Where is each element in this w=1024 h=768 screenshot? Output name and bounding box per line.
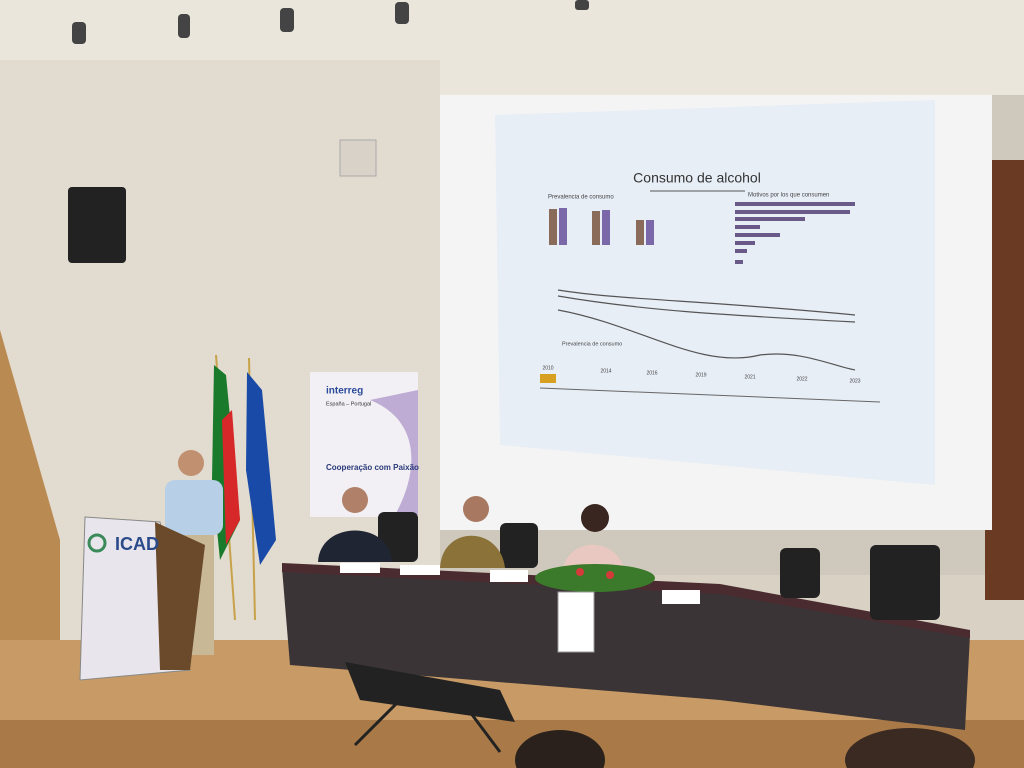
year-label: 2014 xyxy=(600,368,611,374)
easel xyxy=(345,662,515,722)
slide-title: Consumo de alcohol xyxy=(633,170,761,186)
banner-motto: Cooperação com Paixão xyxy=(326,463,419,472)
easel-leg xyxy=(468,711,502,753)
slide-heading: Prevalencia de consumo xyxy=(562,341,622,347)
logo-mark xyxy=(87,533,107,553)
presenter xyxy=(165,480,223,535)
panelist-head xyxy=(342,487,368,513)
slide-trend-lines xyxy=(557,289,856,371)
poster xyxy=(557,591,595,653)
slide-heading: Motivos por los que consumen xyxy=(748,193,829,199)
slide-years: 2010 2014 2016 2019 2021 2022 2023 xyxy=(542,365,860,384)
panelist xyxy=(440,535,505,568)
panelist-head xyxy=(581,504,609,532)
chair xyxy=(780,548,820,598)
wood-slope xyxy=(0,330,60,650)
loudspeaker xyxy=(68,187,126,263)
year-label: 2019 xyxy=(695,372,706,378)
panelist-head xyxy=(463,496,489,522)
portugal-flag xyxy=(222,410,240,545)
year-label: 2016 xyxy=(646,370,657,376)
presenter-head xyxy=(178,450,204,476)
name-card xyxy=(662,590,700,604)
name-card xyxy=(340,563,380,573)
banner-art xyxy=(370,390,418,515)
slide-axis xyxy=(539,387,881,403)
eu-flag xyxy=(246,372,276,565)
ceiling-lights xyxy=(72,0,589,44)
year-label: 2022 xyxy=(796,376,807,382)
panelist xyxy=(318,530,392,562)
podium-logo: ICAD xyxy=(115,534,159,554)
slide-bars xyxy=(549,202,855,264)
year-label: 2021 xyxy=(744,374,755,380)
year-label: 2023 xyxy=(849,378,860,384)
wall-box xyxy=(339,139,377,177)
banner-brand: interreg xyxy=(326,386,363,397)
slide-logo xyxy=(540,374,556,383)
audience-head xyxy=(515,730,605,768)
name-card xyxy=(400,565,440,575)
easel-leg xyxy=(353,698,402,747)
audience-head xyxy=(845,728,975,768)
banner-region: España – Portugal xyxy=(326,401,371,407)
chair xyxy=(500,523,538,568)
slide-heading: Prevalencia de consumo xyxy=(548,195,614,201)
slide xyxy=(495,100,935,485)
podium-side xyxy=(155,522,205,670)
name-card xyxy=(490,570,528,582)
flowers xyxy=(535,564,655,592)
chair xyxy=(870,545,940,620)
year-label: 2010 xyxy=(542,365,553,371)
panel-table xyxy=(282,568,970,730)
